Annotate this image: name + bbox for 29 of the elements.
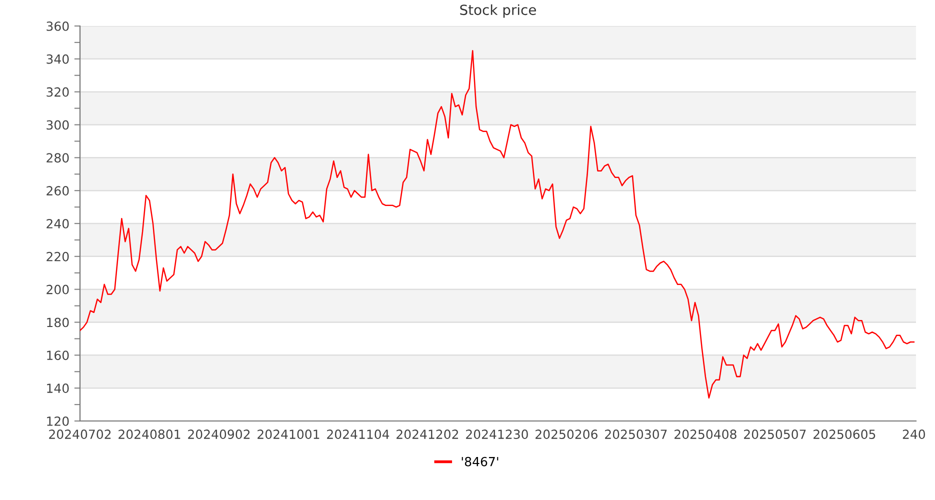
y-tick-label: 120: [47, 416, 69, 426]
y-tick-label: 240: [46, 218, 69, 228]
y-tick-label: 280: [46, 153, 69, 163]
x-tick-label: 20241230: [466, 430, 528, 440]
x-tick-label: 20250206: [536, 430, 598, 440]
x-tick-label: 20241001: [258, 430, 320, 440]
x-tick-label: 20250307: [605, 430, 667, 440]
y-tick-label: 220: [46, 252, 69, 262]
chart-title: Stock price: [460, 4, 536, 18]
y-tick-label: 200: [46, 284, 69, 294]
x-tick-label: 20240902: [188, 430, 250, 440]
legend-label: '8467': [462, 456, 498, 466]
x-tick-label: 20240702: [49, 430, 111, 440]
y-tick-label: 360: [46, 21, 69, 31]
y-tick-label: 140: [47, 384, 69, 394]
y-tick-label: 180: [47, 318, 69, 328]
x-tick-label: 20250605: [814, 430, 876, 440]
y-tick-label: 300: [46, 120, 69, 130]
y-tick-label: 160: [47, 350, 69, 360]
x-tick-label: 20240801: [118, 430, 180, 440]
x-tick-label: 20250408: [674, 430, 736, 440]
x-tick-label: 240: [902, 430, 926, 440]
x-tick-label: 20241202: [396, 430, 458, 440]
y-tick-label: 320: [46, 87, 69, 97]
y-tick-label: 340: [46, 54, 69, 64]
x-tick-label: 20241104: [327, 430, 390, 440]
x-tick-label: 20250507: [744, 430, 806, 440]
y-tick-label: 260: [46, 186, 69, 196]
line-series: [80, 50, 915, 399]
